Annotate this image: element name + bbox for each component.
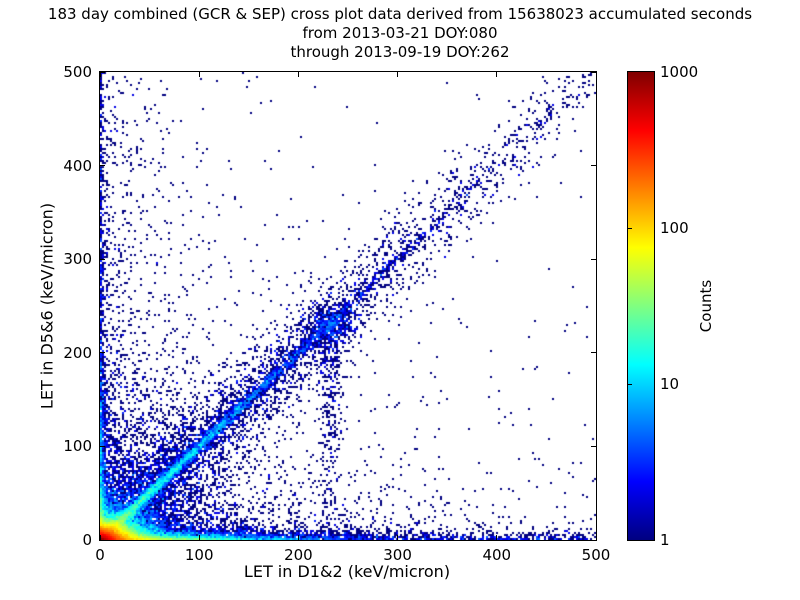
colorbar-tick-mark [628,227,632,229]
y-tick-mark [100,258,105,260]
x-tick-mark-top [496,72,498,77]
x-tick-label: 100 [184,546,214,564]
y-tick-mark [100,445,105,447]
x-axis-label: LET in D1&2 (keV/micron) [243,562,451,581]
title-line-1: 183 day combined (GCR & SEP) cross plot … [47,5,753,23]
y-tick-label: 100 [63,437,92,456]
y-tick-mark [100,539,105,541]
x-tick-mark [297,535,299,540]
x-tick-mark [397,535,399,540]
y-tick-mark [100,71,105,73]
y-tick-label: 500 [63,63,92,81]
x-tick-mark [198,535,200,540]
y-tick-label: 200 [63,343,92,362]
x-tick-mark-top [297,72,299,77]
x-tick-label: 0 [95,546,105,564]
y-tick-mark [100,352,105,354]
colorbar-gradient [628,72,654,540]
y-tick-mark-right [591,539,596,541]
x-tick-mark [595,535,597,540]
x-tick-label: 500 [581,546,611,564]
colorbar-tick-mark [628,383,632,385]
y-tick-mark [100,165,105,167]
colorbar-tick-label: 100 [660,219,689,237]
x-tick-mark [496,535,498,540]
y-tick-mark-right [591,71,596,73]
colorbar-tick-label: 10 [660,375,680,393]
y-tick-label: 0 [82,531,92,549]
x-tick-mark-top [397,72,399,77]
x-tick-mark-top [99,72,101,77]
y-tick-mark-right [591,445,596,447]
x-tick-label: 400 [482,546,512,564]
y-tick-mark-right [591,165,596,167]
colorbar [627,71,655,541]
y-tick-mark-right [591,258,596,260]
x-tick-mark-top [198,72,200,77]
x-tick-mark [99,535,101,540]
y-tick-label: 300 [63,250,92,269]
colorbar-tick-label: 1 [660,531,670,549]
y-axis-label: LET in D5&6 (keV/micron) [37,202,57,410]
y-tick-label: 400 [63,156,92,175]
x-tick-label: 300 [383,546,412,564]
title-line-2: from 2013-03-21 DOY:080 [302,24,498,42]
plot-area [99,71,597,541]
colorbar-tick-label: 1000 [660,63,699,81]
x-tick-mark-top [595,72,597,77]
x-tick-label: 200 [284,546,313,564]
colorbar-title: Counts [697,279,715,333]
title-line-3: through 2013-09-19 DOY:262 [290,43,510,61]
chart-title: 183 day combined (GCR & SEP) cross plot … [0,5,800,62]
y-tick-mark-right [591,352,596,354]
hist2d-canvas [100,72,596,540]
